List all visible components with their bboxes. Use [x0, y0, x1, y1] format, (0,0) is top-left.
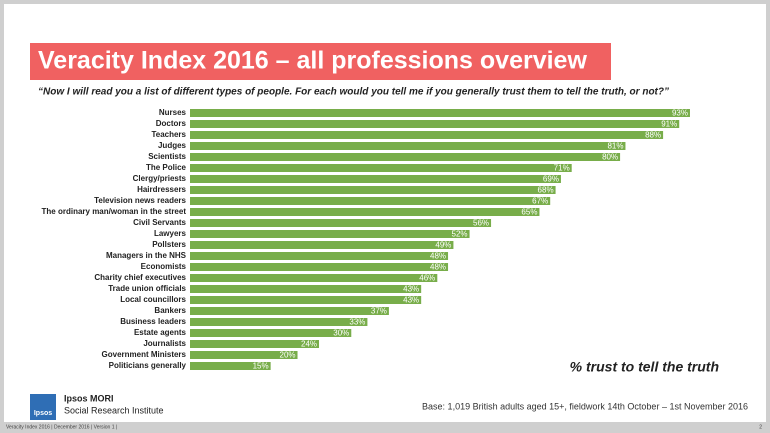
footer-left: Veracity Index 2016 | December 2016 | Ve… — [6, 424, 117, 430]
value-label: 43% — [403, 296, 419, 305]
category-label: Managers in the NHS — [106, 251, 187, 260]
bar — [190, 230, 470, 238]
company: Ipsos MORI — [64, 393, 114, 403]
value-label: 68% — [538, 186, 554, 195]
value-label: 65% — [521, 208, 537, 217]
value-label: 52% — [452, 230, 468, 239]
division: Social Research Institute — [64, 405, 164, 415]
bar — [190, 252, 449, 260]
bar — [190, 296, 422, 304]
category-label: Nurses — [159, 108, 187, 117]
value-label: 93% — [672, 109, 688, 118]
value-label: 46% — [419, 274, 435, 283]
category-label: Pollsters — [152, 240, 186, 249]
value-label: 30% — [333, 329, 349, 338]
bar — [190, 153, 621, 161]
category-label: Local councillors — [120, 295, 186, 304]
value-label: 56% — [473, 219, 489, 228]
bar — [190, 208, 540, 216]
value-label: 37% — [371, 307, 387, 316]
bar — [190, 164, 572, 172]
bar — [190, 263, 449, 271]
value-label: 15% — [253, 362, 269, 371]
category-label: Journalists — [143, 339, 186, 348]
bar — [190, 120, 680, 128]
category-label: Estate agents — [134, 328, 187, 337]
category-label: Trade union officials — [108, 284, 186, 293]
bar — [190, 285, 422, 293]
category-label: Civil Servants — [133, 218, 186, 227]
category-label: Clergy/priests — [133, 174, 187, 183]
value-label: 88% — [645, 131, 661, 140]
bar — [190, 109, 690, 117]
category-label: Doctors — [156, 119, 187, 128]
base-note: Base: 1,019 British adults aged 15+, fie… — [422, 401, 748, 411]
value-label: 33% — [349, 318, 365, 327]
bar — [190, 340, 320, 348]
category-label: Lawyers — [154, 229, 187, 238]
value-label: 71% — [554, 164, 570, 173]
value-label: 67% — [532, 197, 548, 206]
value-label: 81% — [607, 142, 623, 151]
value-label: 24% — [301, 340, 317, 349]
value-label: 43% — [403, 285, 419, 294]
value-label: 48% — [430, 263, 446, 272]
bar — [190, 197, 551, 205]
title-box — [30, 43, 611, 80]
bar — [190, 318, 368, 326]
category-label: The ordinary man/woman in the street — [42, 207, 187, 216]
category-label: Scientists — [148, 152, 186, 161]
annotation: % trust to tell the truth — [570, 359, 719, 375]
category-label: Charity chief executives — [94, 273, 186, 282]
chart-title: Veracity Index 2016 – all professions ov… — [38, 47, 587, 75]
bar — [190, 351, 298, 359]
subtitle: “Now I will read you a list of different… — [38, 87, 669, 98]
value-label: 91% — [661, 120, 677, 129]
category-label: Politicians generally — [109, 361, 187, 370]
category-label: The Police — [146, 163, 187, 172]
bar — [190, 307, 389, 315]
value-label: 20% — [280, 351, 296, 360]
value-label: 69% — [543, 175, 559, 184]
category-label: Judges — [158, 141, 187, 150]
bar — [190, 186, 556, 194]
category-label: Economists — [141, 262, 187, 271]
page-number: 2 — [759, 424, 762, 430]
category-label: Government Ministers — [102, 350, 187, 359]
bar — [190, 241, 454, 249]
bar — [190, 131, 664, 139]
category-label: Teachers — [151, 130, 186, 139]
logo: Ipsos — [34, 410, 52, 417]
bar — [190, 219, 492, 227]
value-label: 49% — [435, 241, 451, 250]
logo-box — [30, 394, 56, 420]
bar — [190, 362, 271, 370]
category-label: Hairdressers — [137, 185, 186, 194]
bar — [190, 329, 352, 337]
bar — [190, 142, 626, 150]
bar — [190, 274, 438, 282]
category-label: Television news readers — [94, 196, 186, 205]
value-label: 48% — [430, 252, 446, 261]
bar — [190, 175, 561, 183]
value-label: 80% — [602, 153, 618, 162]
category-label: Bankers — [154, 306, 186, 315]
category-label: Business leaders — [120, 317, 186, 326]
